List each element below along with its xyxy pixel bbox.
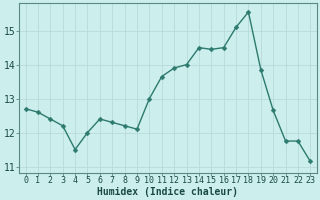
X-axis label: Humidex (Indice chaleur): Humidex (Indice chaleur) [98, 186, 238, 197]
